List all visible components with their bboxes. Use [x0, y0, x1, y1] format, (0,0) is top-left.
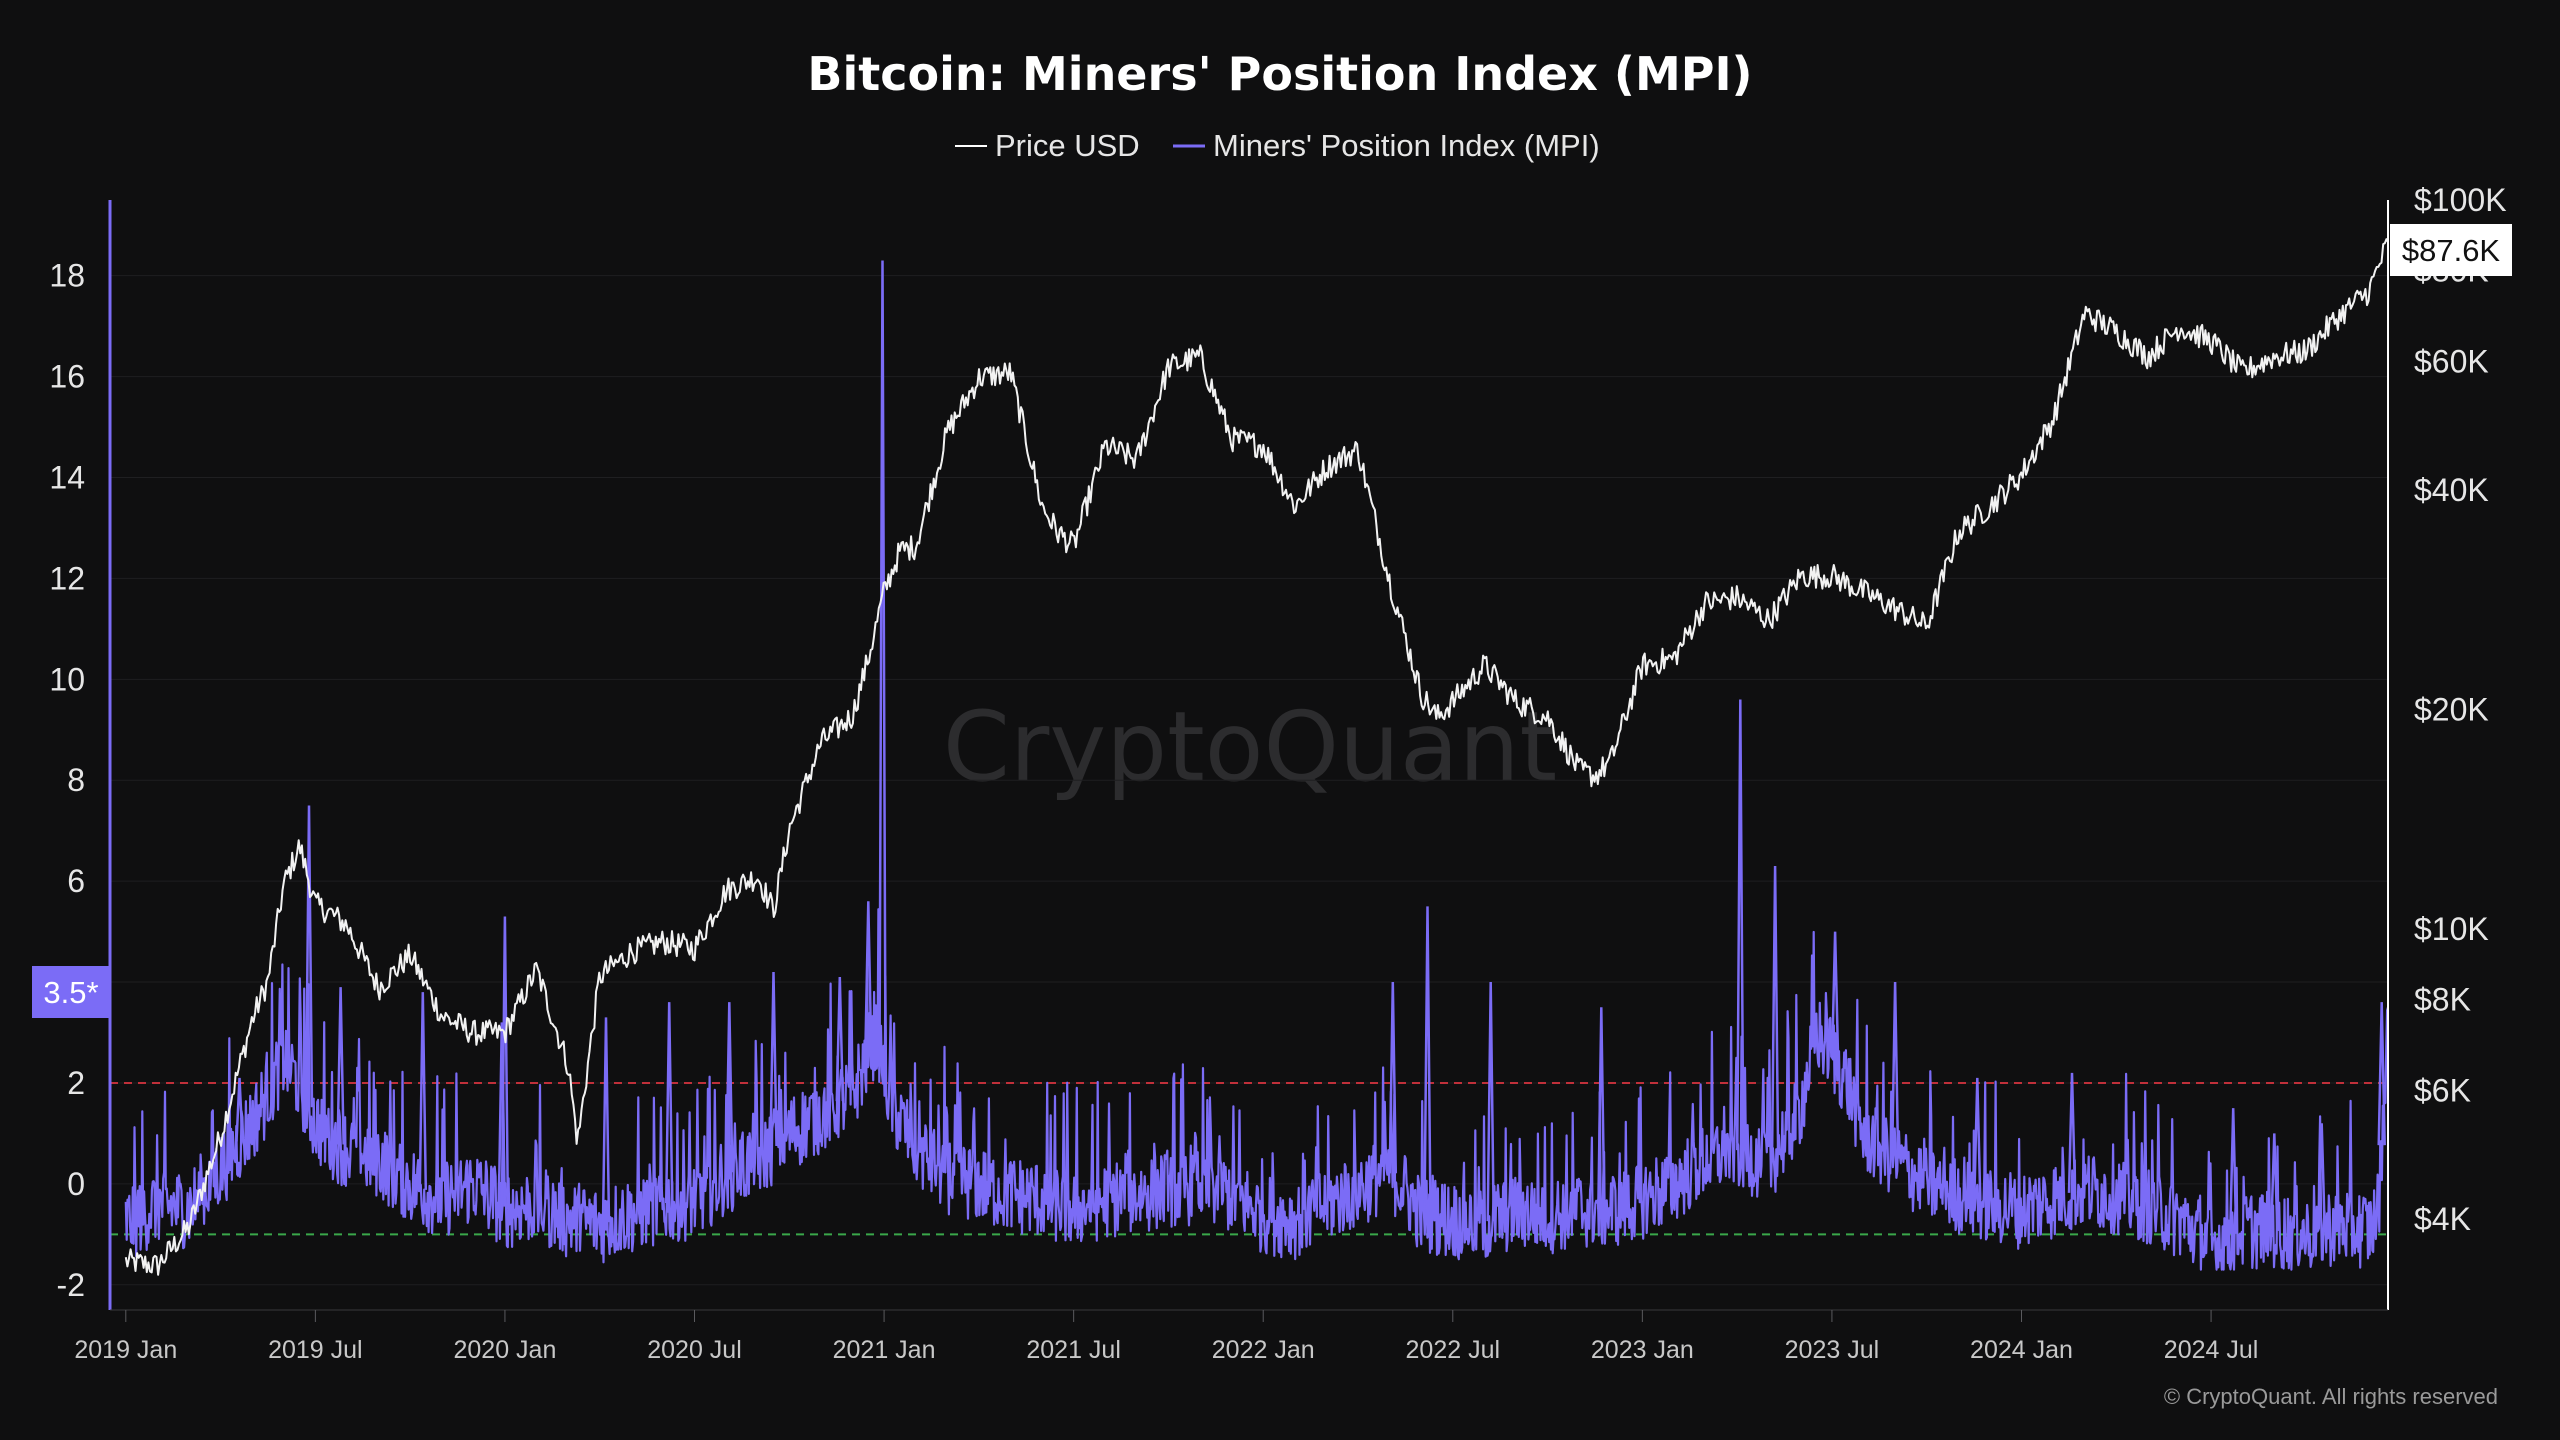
- current-price-badge-bg: [2390, 224, 2512, 276]
- right-tick-label-8K: $8K: [2414, 982, 2471, 1018]
- current-mpi-badge: 3.5*: [32, 966, 110, 1018]
- right-tick-label-4K: $4K: [2414, 1201, 2471, 1237]
- x-tick-label-2021-jan: 2021 Jan: [833, 1336, 936, 1364]
- x-tick-label-2021-jul: 2021 Jul: [1026, 1336, 1121, 1364]
- price-series-line[interactable]: [124, 238, 2389, 1276]
- mpi-spike-13: [1388, 981, 1398, 1174]
- mpi-spike-11: [864, 901, 873, 1056]
- x-tick-label-2019-jan: 2019 Jan: [74, 1336, 177, 1364]
- right-tick-label-100K: $100K: [2414, 182, 2507, 218]
- plot-area[interactable]: [124, 238, 2390, 1276]
- right-tick-label-60K: $60K: [2414, 344, 2489, 380]
- mpi-spike-5: [500, 916, 510, 1210]
- copyright-note: © CryptoQuant. All rights reserved: [2164, 1384, 2498, 1409]
- gridlines: [110, 275, 2388, 1286]
- x-tick-label-2019-jul: 2019 Jul: [268, 1336, 363, 1364]
- current-price-badge: $87.6K: [2390, 224, 2512, 276]
- x-tick-label-2024-jul: 2024 Jul: [2164, 1336, 2259, 1364]
- mpi-spike-1: [304, 805, 314, 1108]
- mpi-spike-7: [664, 1002, 674, 1204]
- watermark: CryptoQuant: [943, 691, 1557, 803]
- right-tick-label-10K: $10K: [2414, 911, 2489, 947]
- mpi-spike-25: [2317, 1123, 2326, 1230]
- x-tick-label-2022-jan: 2022 Jan: [1212, 1336, 1315, 1364]
- mpi-spike-17: [1736, 699, 1745, 1151]
- left-tick-label-18: 18: [49, 258, 85, 294]
- mpi-spike-23: [2228, 1108, 2238, 1234]
- left-tick-label-12: 12: [49, 560, 85, 596]
- mpi-spike-3: [418, 992, 428, 1190]
- mpi-spike-6: [601, 1017, 611, 1223]
- mpi-spike-15: [1486, 981, 1495, 1222]
- x-tick-label-2020-jan: 2020 Jan: [454, 1336, 557, 1364]
- x-tick-label-2024-jan: 2024 Jan: [1970, 1336, 2073, 1364]
- legend[interactable]: Price USD Miners' Position Index (MPI): [955, 128, 1600, 163]
- mpi-spike-2: [336, 987, 345, 1145]
- mpi-spike-21: [1973, 1077, 1982, 1201]
- left-tick-label--2: -2: [57, 1267, 85, 1303]
- mpi-spikes: [235, 260, 2386, 1234]
- mpi-spike-8: [725, 1002, 734, 1173]
- mpi-spike-9: [769, 971, 778, 1147]
- left-tick-label-10: 10: [49, 661, 85, 697]
- left-tick-label-16: 16: [49, 359, 85, 395]
- mpi-spike-10: [835, 976, 845, 1102]
- mpi-spike-24: [2270, 1133, 2279, 1230]
- chart-title: Bitcoin: Miners' Position Index (MPI): [807, 47, 1752, 101]
- x-tick-label-2023-jan: 2023 Jan: [1591, 1336, 1694, 1364]
- mpi-spike-19: [1830, 931, 1840, 1059]
- left-tick-label-8: 8: [67, 762, 85, 798]
- left-tick-label-14: 14: [49, 460, 85, 496]
- legend-mpi-label[interactable]: Miners' Position Index (MPI): [1213, 128, 1600, 163]
- legend-price-label[interactable]: Price USD: [995, 128, 1140, 163]
- x-tick-label-2022-jul: 2022 Jul: [1406, 1336, 1501, 1364]
- x-tick-label-2020-jul: 2020 Jul: [647, 1336, 742, 1364]
- x-axis-ticks: 2019 Jan 2019 Jul 2020 Jan 2020 Jul 2021 Jan…: [74, 1310, 2258, 1364]
- right-tick-label-40K: $40K: [2414, 472, 2489, 508]
- left-tick-label-6: 6: [67, 863, 85, 899]
- reference-lines: [110, 1081, 2388, 1236]
- mpi-spike-26: [2377, 1002, 2386, 1146]
- current-price-badge-label: $87.6K: [2402, 233, 2501, 268]
- current-mpi-badge-bg: [32, 966, 110, 1018]
- left-tick-label-0: 0: [67, 1166, 85, 1202]
- mpi-spike-22: [2067, 1072, 2077, 1193]
- mpi-spike-18: [1770, 865, 1780, 1153]
- mpi-spike-16: [1597, 1007, 1606, 1210]
- right-tick-label-20K: $20K: [2414, 691, 2489, 727]
- mpi-spike-0: [235, 1077, 244, 1142]
- current-mpi-badge-label: 3.5*: [43, 975, 98, 1010]
- mpi-spike-12: [878, 260, 887, 1063]
- right-tick-label-6K: $6K: [2414, 1073, 2471, 1109]
- mpi-spike-14: [1423, 906, 1432, 1216]
- left-tick-label-2: 2: [67, 1065, 85, 1101]
- x-tick-label-2023-jul: 2023 Jul: [1785, 1336, 1880, 1364]
- mpi-spike-20: [1890, 981, 1900, 1159]
